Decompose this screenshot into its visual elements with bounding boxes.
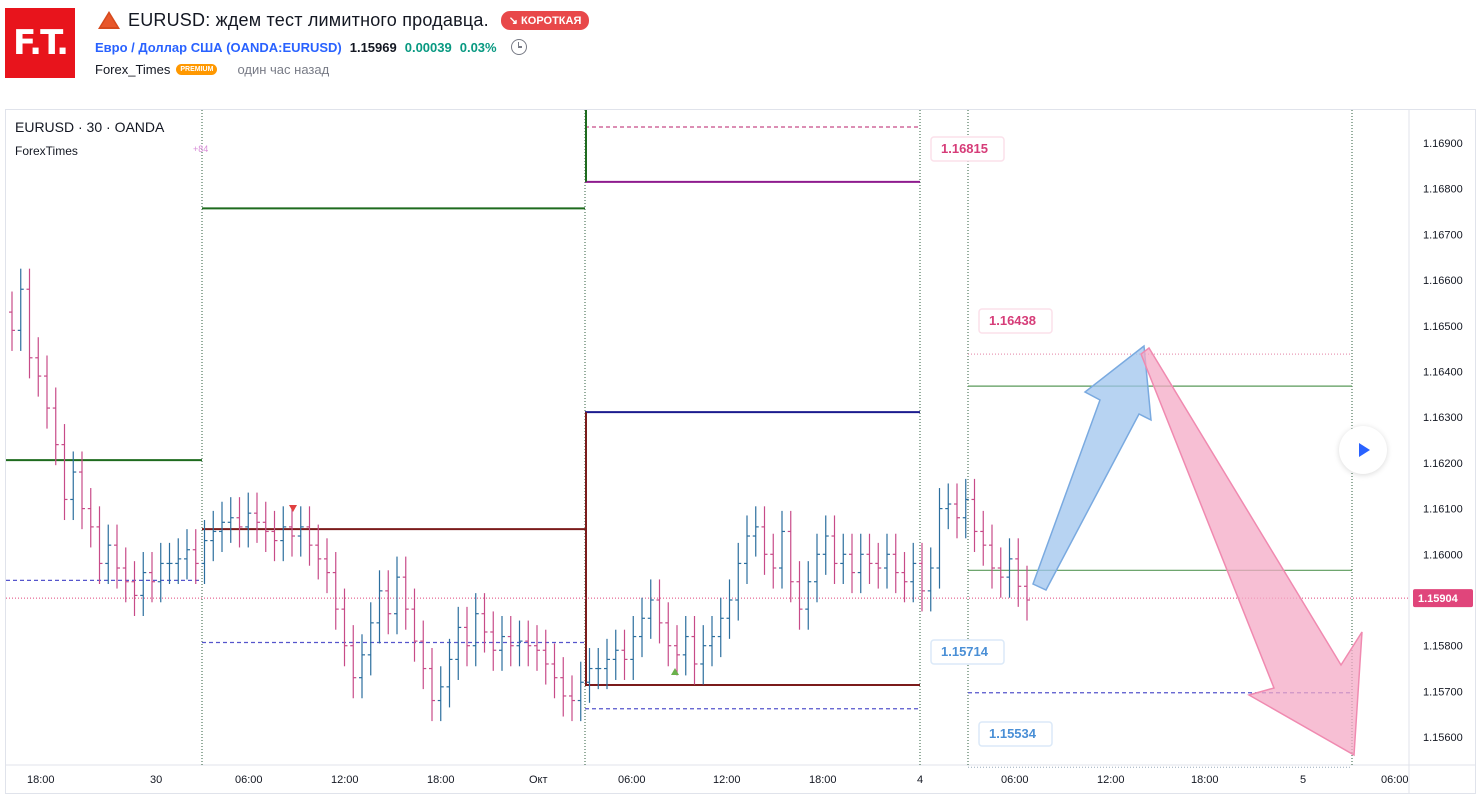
- current-price-label: 1.15904: [1418, 593, 1459, 605]
- play-replay-button[interactable]: [1339, 426, 1387, 474]
- time-tick-label: Окт: [529, 774, 548, 786]
- symbol-name[interactable]: Евро / Доллар США: [95, 39, 223, 55]
- price-tick-label: 1.16500: [1423, 321, 1463, 333]
- symbol-price: 1.15969: [349, 39, 397, 55]
- price-tick-label: 1.15600: [1423, 732, 1463, 744]
- time-tick-label: 06:00: [235, 774, 263, 786]
- price-tick-label: 1.16900: [1423, 138, 1463, 150]
- time-tick-label: 06:00: [618, 774, 646, 786]
- time-tick-label: 5: [1300, 774, 1306, 786]
- warning-triangle-icon: [98, 11, 120, 29]
- sell-signal-marker: [289, 505, 297, 512]
- play-icon: [1359, 443, 1370, 457]
- time-tick-label: 12:00: [331, 774, 359, 786]
- symbol-change: 0.00039: [404, 39, 452, 55]
- chart-area[interactable]: 1.16900 1.16800 1.16700 1.16600 1.16500 1.164…: [5, 109, 1476, 794]
- indicator-badge: +84: [193, 144, 209, 154]
- short-badge: ↘ КОРОТКАЯ: [500, 10, 590, 30]
- price-tick-label: 1.15700: [1423, 686, 1463, 698]
- idea-title: EURUSD: ждем тест лимитного продавца.: [128, 9, 489, 30]
- price-callout[interactable]: [930, 136, 1005, 162]
- current-price-tag: [1413, 589, 1473, 608]
- time-tick-label: 30: [150, 774, 162, 786]
- chart-canvas[interactable]: 1.16900 1.16800 1.16700 1.16600 1.16500 1.164…: [6, 110, 1475, 793]
- time-tick-label: 18:00: [427, 774, 455, 786]
- symbol-link[interactable]: Евро / Доллар США (OANDA:EURUSD): [95, 40, 342, 55]
- price-tick-label: 1.16100: [1423, 504, 1463, 516]
- time-tick-label: 06:00: [1001, 774, 1029, 786]
- time-tick-label: 18:00: [27, 774, 55, 786]
- price-callout[interactable]: [978, 721, 1053, 747]
- time-tick-label: 4: [917, 774, 923, 786]
- time-tick-label: 12:00: [1097, 774, 1125, 786]
- buy-signal-marker: [671, 668, 679, 675]
- price-tick-label: 1.16200: [1423, 458, 1463, 470]
- symbol-change-pct: 0.03%: [459, 39, 497, 55]
- indicator-legend[interactable]: ForexTimes: [15, 144, 78, 158]
- price-callout-label: 1.15534: [989, 726, 1037, 741]
- price-tick-label: 1.15800: [1423, 641, 1463, 653]
- premium-badge: PREMIUM: [176, 64, 218, 75]
- bullish-arrow-drawing[interactable]: [1032, 344, 1152, 591]
- symbol-row: Евро / Доллар США (OANDA:EURUSD) 1.15969…: [95, 39, 527, 55]
- bearish-arrow-drawing[interactable]: [1140, 346, 1363, 757]
- time-tick-label: 06:00: [1381, 774, 1409, 786]
- price-callout[interactable]: [978, 308, 1053, 334]
- price-tick-label: 1.16600: [1423, 275, 1463, 287]
- time-tick-label: 18:00: [1191, 774, 1219, 786]
- price-tick-label: 1.16300: [1423, 412, 1463, 424]
- author-name[interactable]: Forex_Times: [95, 62, 171, 77]
- price-callout-label: 1.16438: [989, 313, 1036, 328]
- time-tick-label: 12:00: [713, 774, 741, 786]
- alarm-clock-icon[interactable]: [510, 39, 527, 55]
- symbol-ticker[interactable]: (OANDA:EURUSD): [226, 39, 342, 55]
- price-callout-label: 1.15714: [941, 644, 989, 659]
- author-logo[interactable]: F.T.: [5, 8, 75, 78]
- author-row: Forex_Times PREMIUM один час назад: [95, 62, 329, 77]
- chart-symbol-legend[interactable]: EURUSD · 30 · OANDA: [15, 119, 165, 135]
- price-tick-label: 1.16000: [1423, 549, 1463, 561]
- title-row: EURUSD: ждем тест лимитного продавца. ↘ …: [98, 9, 590, 31]
- price-callout-label: 1.16815: [941, 141, 988, 156]
- price-callout[interactable]: [930, 639, 1005, 665]
- publish-time: один час назад: [237, 62, 330, 77]
- idea-header: F.T. EURUSD: ждем тест лимитного продавц…: [0, 0, 1482, 100]
- time-tick-label: 18:00: [809, 774, 837, 786]
- price-tick-label: 1.16400: [1423, 367, 1463, 379]
- price-tick-label: 1.16700: [1423, 229, 1463, 241]
- price-tick-label: 1.16800: [1423, 184, 1463, 196]
